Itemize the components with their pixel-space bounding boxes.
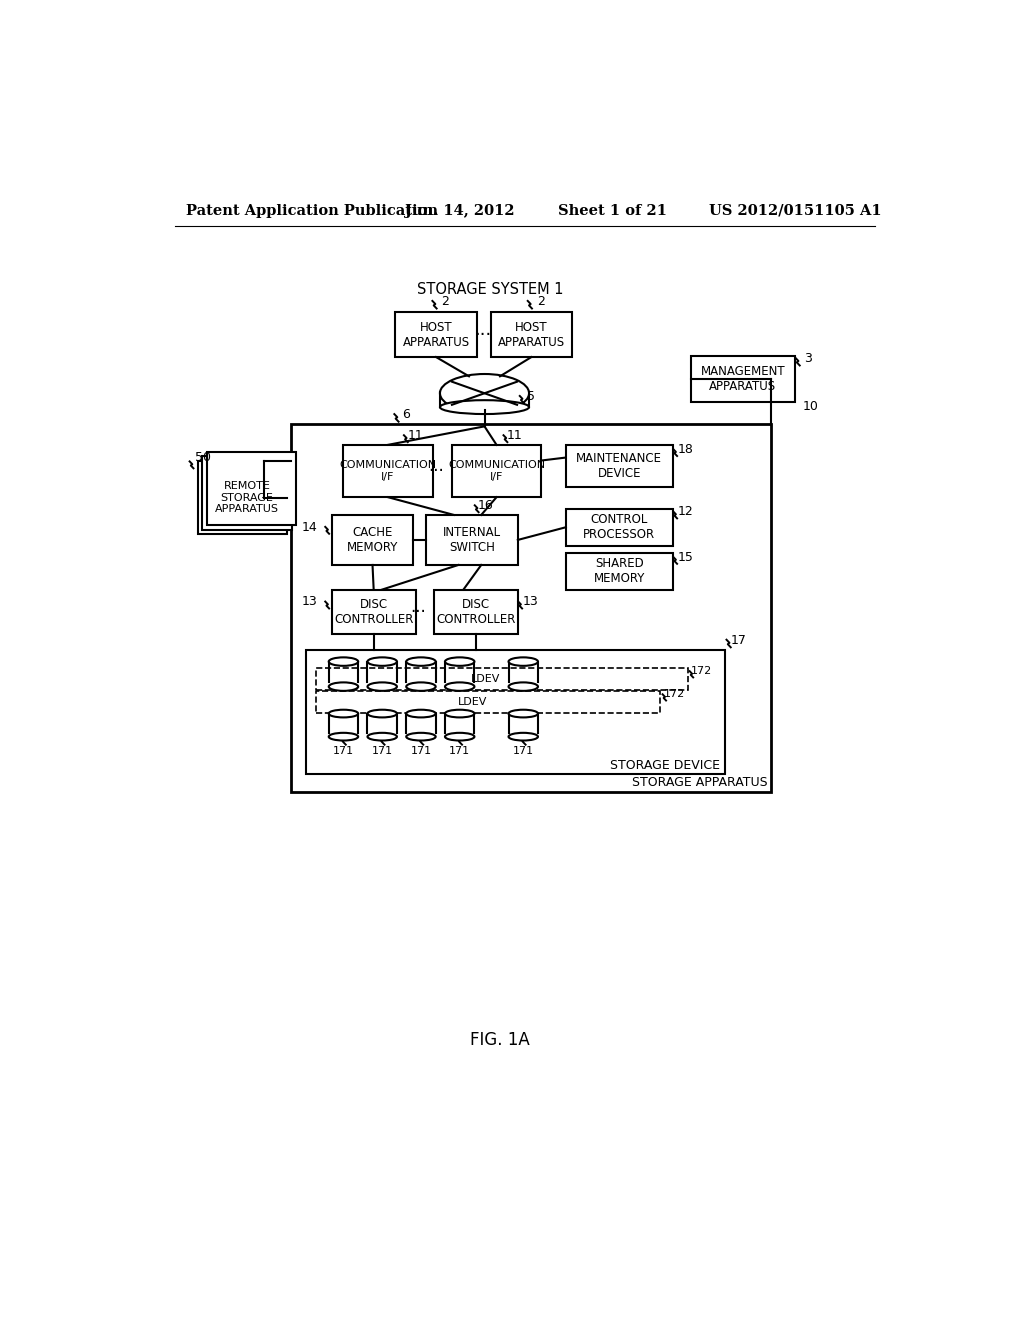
- Bar: [198, 461, 287, 535]
- Ellipse shape: [445, 657, 474, 665]
- Text: 6: 6: [401, 408, 410, 421]
- Text: 172: 172: [664, 689, 685, 700]
- Text: Sheet 1 of 21: Sheet 1 of 21: [558, 203, 667, 218]
- Text: STORAGE DEVICE: STORAGE DEVICE: [610, 759, 720, 772]
- Text: 171: 171: [450, 746, 470, 756]
- Bar: [315, 692, 660, 713]
- Ellipse shape: [329, 682, 358, 690]
- Ellipse shape: [368, 657, 397, 665]
- Text: COMMUNICATION
I/F: COMMUNICATION I/F: [447, 461, 545, 482]
- Text: HOST
APPARATUS: HOST APPARATUS: [498, 321, 565, 348]
- Bar: [315, 668, 687, 689]
- Text: 3: 3: [804, 352, 812, 366]
- Ellipse shape: [509, 710, 538, 718]
- Text: Patent Application Publication: Patent Application Publication: [186, 203, 438, 218]
- Bar: [343, 445, 432, 498]
- Bar: [332, 590, 416, 635]
- Text: Jun. 14, 2012: Jun. 14, 2012: [406, 203, 515, 218]
- Text: MAINTENANCE
DEVICE: MAINTENANCE DEVICE: [577, 451, 663, 480]
- Bar: [203, 457, 292, 529]
- Text: 11: 11: [408, 429, 423, 442]
- Bar: [452, 445, 541, 498]
- Ellipse shape: [407, 657, 435, 665]
- Ellipse shape: [407, 682, 435, 690]
- Text: 14: 14: [302, 520, 317, 533]
- Text: 172: 172: [691, 667, 712, 676]
- Text: HOST
APPARATUS: HOST APPARATUS: [402, 321, 470, 348]
- Ellipse shape: [329, 733, 358, 741]
- Text: 2: 2: [441, 296, 450, 308]
- Text: 171: 171: [372, 746, 393, 756]
- Ellipse shape: [368, 710, 397, 718]
- Bar: [395, 313, 477, 358]
- Text: COMMUNICATION
I/F: COMMUNICATION I/F: [339, 461, 436, 482]
- Bar: [426, 515, 518, 565]
- Text: 5: 5: [527, 389, 535, 403]
- Text: 13: 13: [522, 595, 538, 609]
- Ellipse shape: [445, 710, 474, 718]
- Ellipse shape: [329, 710, 358, 718]
- Ellipse shape: [509, 682, 538, 690]
- Text: STORAGE SYSTEM 1: STORAGE SYSTEM 1: [418, 281, 564, 297]
- Text: 11: 11: [507, 429, 522, 442]
- Text: FIG. 1A: FIG. 1A: [470, 1031, 529, 1049]
- Text: US 2012/0151105 A1: US 2012/0151105 A1: [710, 203, 882, 218]
- Ellipse shape: [368, 682, 397, 690]
- Bar: [490, 313, 572, 358]
- Text: 12: 12: [677, 506, 693, 519]
- Text: INTERNAL
SWITCH: INTERNAL SWITCH: [443, 525, 501, 554]
- Ellipse shape: [329, 657, 358, 665]
- Text: CACHE
MEMORY: CACHE MEMORY: [347, 525, 398, 554]
- Ellipse shape: [445, 682, 474, 690]
- Bar: [434, 590, 518, 635]
- Text: 171: 171: [513, 746, 534, 756]
- Text: 171: 171: [333, 746, 354, 756]
- Text: CONTROL
PROCESSOR: CONTROL PROCESSOR: [584, 513, 655, 541]
- Text: LDEV: LDEV: [458, 697, 487, 708]
- Text: ···: ···: [411, 603, 427, 620]
- Bar: [207, 451, 296, 525]
- Ellipse shape: [509, 733, 538, 741]
- Text: ···: ···: [474, 326, 492, 343]
- Ellipse shape: [407, 733, 435, 741]
- Bar: [566, 445, 673, 487]
- Text: 10: 10: [803, 400, 819, 413]
- Text: LDEV: LDEV: [471, 675, 501, 684]
- Ellipse shape: [445, 733, 474, 741]
- Ellipse shape: [440, 374, 529, 412]
- Text: 2: 2: [537, 296, 545, 308]
- Bar: [306, 649, 725, 775]
- Text: 16: 16: [478, 499, 494, 512]
- Text: 171: 171: [411, 746, 431, 756]
- Text: 13: 13: [302, 595, 317, 609]
- Text: ···: ···: [429, 462, 444, 480]
- Bar: [291, 424, 771, 792]
- Ellipse shape: [368, 733, 397, 741]
- Text: MANAGEMENT
APPARATUS: MANAGEMENT APPARATUS: [700, 364, 785, 392]
- Text: 18: 18: [677, 444, 693, 455]
- Text: 15: 15: [677, 550, 693, 564]
- Text: DISC
CONTROLLER: DISC CONTROLLER: [436, 598, 516, 626]
- Bar: [332, 515, 414, 565]
- Ellipse shape: [407, 710, 435, 718]
- Bar: [566, 553, 673, 590]
- Ellipse shape: [509, 657, 538, 665]
- Text: REMOTE
STORAGE
APPARATUS: REMOTE STORAGE APPARATUS: [215, 480, 279, 515]
- Ellipse shape: [440, 400, 529, 414]
- Text: DISC
CONTROLLER: DISC CONTROLLER: [334, 598, 414, 626]
- Text: 17: 17: [731, 634, 746, 647]
- Text: SHARED
MEMORY: SHARED MEMORY: [594, 557, 645, 585]
- Bar: [566, 508, 673, 545]
- Text: 50: 50: [196, 450, 211, 463]
- Text: STORAGE APPARATUS: STORAGE APPARATUS: [632, 776, 767, 789]
- Bar: [690, 355, 796, 401]
